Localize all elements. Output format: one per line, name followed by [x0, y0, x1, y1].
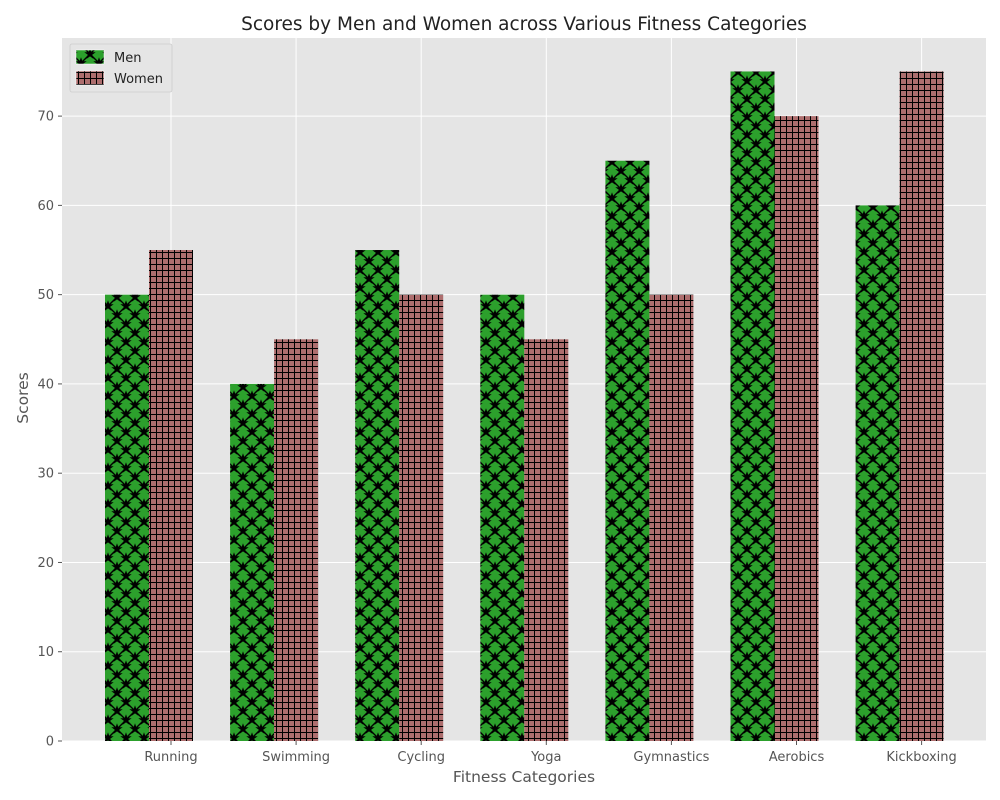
y-tick-label: 40: [37, 377, 54, 392]
bar-men-swimming: [230, 383, 275, 741]
legend-label-women: Women: [114, 72, 163, 87]
y-tick-label: 20: [37, 556, 54, 571]
bar-women-aerobics: [774, 116, 819, 742]
y-tick-label: 0: [46, 735, 54, 750]
y-tick-label: 50: [37, 288, 54, 303]
bar-women-kickboxing: [899, 71, 944, 741]
y-tick-label: 70: [37, 110, 54, 125]
bar-men-yoga: [480, 294, 525, 741]
x-axis-label: Fitness Categories: [453, 768, 595, 786]
bar-women-swimming: [274, 339, 319, 741]
x-tick-label: Yoga: [530, 750, 561, 765]
y-axis-ticks: 0 10 20 30 40 50 60 70: [37, 110, 62, 750]
x-tick-label: Gymnastics: [633, 750, 709, 765]
y-tick-label: 60: [37, 199, 54, 214]
bar-men-aerobics: [730, 71, 775, 741]
y-tick-label: 30: [37, 467, 54, 482]
bar-men-kickboxing: [855, 205, 900, 741]
x-tick-label: Swimming: [262, 750, 330, 765]
bar-women-yoga: [524, 339, 569, 741]
x-tick-label: Aerobics: [769, 750, 825, 765]
legend-label-men: Men: [114, 51, 141, 66]
legend: Men Women: [69, 43, 173, 93]
legend-swatch-men: [75, 49, 105, 65]
bar-women-cycling: [399, 294, 444, 741]
chart-title: Scores by Men and Women across Various F…: [241, 14, 807, 35]
x-axis-ticks: Running Swimming Cycling Yoga Gymnastics Aero…: [144, 741, 957, 765]
legend-swatch-women: [75, 70, 105, 86]
x-tick-label: Cycling: [397, 750, 445, 765]
y-tick-label: 10: [37, 645, 54, 660]
bar-men-running: [105, 294, 149, 741]
bar-women-gymnastics: [649, 294, 694, 741]
bars: [105, 71, 944, 742]
bar-men-cycling: [355, 250, 400, 741]
bar-women-running: [149, 250, 193, 741]
x-tick-label: Running: [144, 750, 197, 765]
bar-men-gymnastics: [605, 160, 650, 741]
x-tick-label: Kickboxing: [886, 750, 956, 765]
y-axis-label: Scores: [14, 372, 32, 424]
